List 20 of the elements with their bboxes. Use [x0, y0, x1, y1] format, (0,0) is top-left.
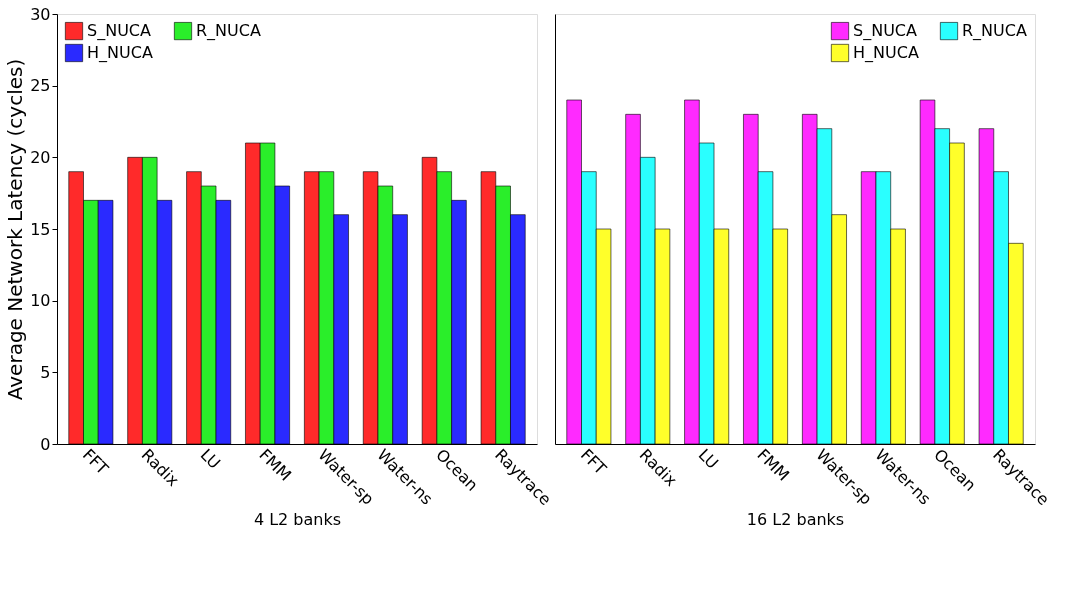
y-axis-title: Average Network Latency (cycles) — [3, 58, 28, 401]
legend-label: R_NUCA — [962, 21, 1027, 42]
x-axis-title: 16 L2 banks — [746, 510, 845, 530]
y-tick-label: 0 — [40, 434, 51, 454]
legend-label: S_NUCA — [87, 21, 152, 42]
y-tick-label: 15 — [30, 219, 51, 239]
y-tick-label: 25 — [30, 76, 51, 96]
y-tick-label: 30 — [30, 4, 51, 24]
legend-label: H_NUCA — [87, 43, 153, 63]
x-tick-label: FFT — [576, 445, 611, 479]
legend-label: S_NUCA — [853, 21, 918, 42]
legend-label: H_NUCA — [853, 43, 919, 63]
x-axis-title: 4 L2 banks — [253, 510, 342, 530]
y-tick-label: 10 — [30, 291, 51, 311]
x-tick-label: LU — [694, 445, 723, 473]
legend-label: R_NUCA — [196, 21, 261, 42]
y-tick-label: 20 — [30, 147, 51, 167]
y-tick-label: 5 — [40, 362, 51, 382]
x-tick-label: LU — [196, 445, 225, 473]
x-tick-label: FFT — [78, 445, 113, 479]
